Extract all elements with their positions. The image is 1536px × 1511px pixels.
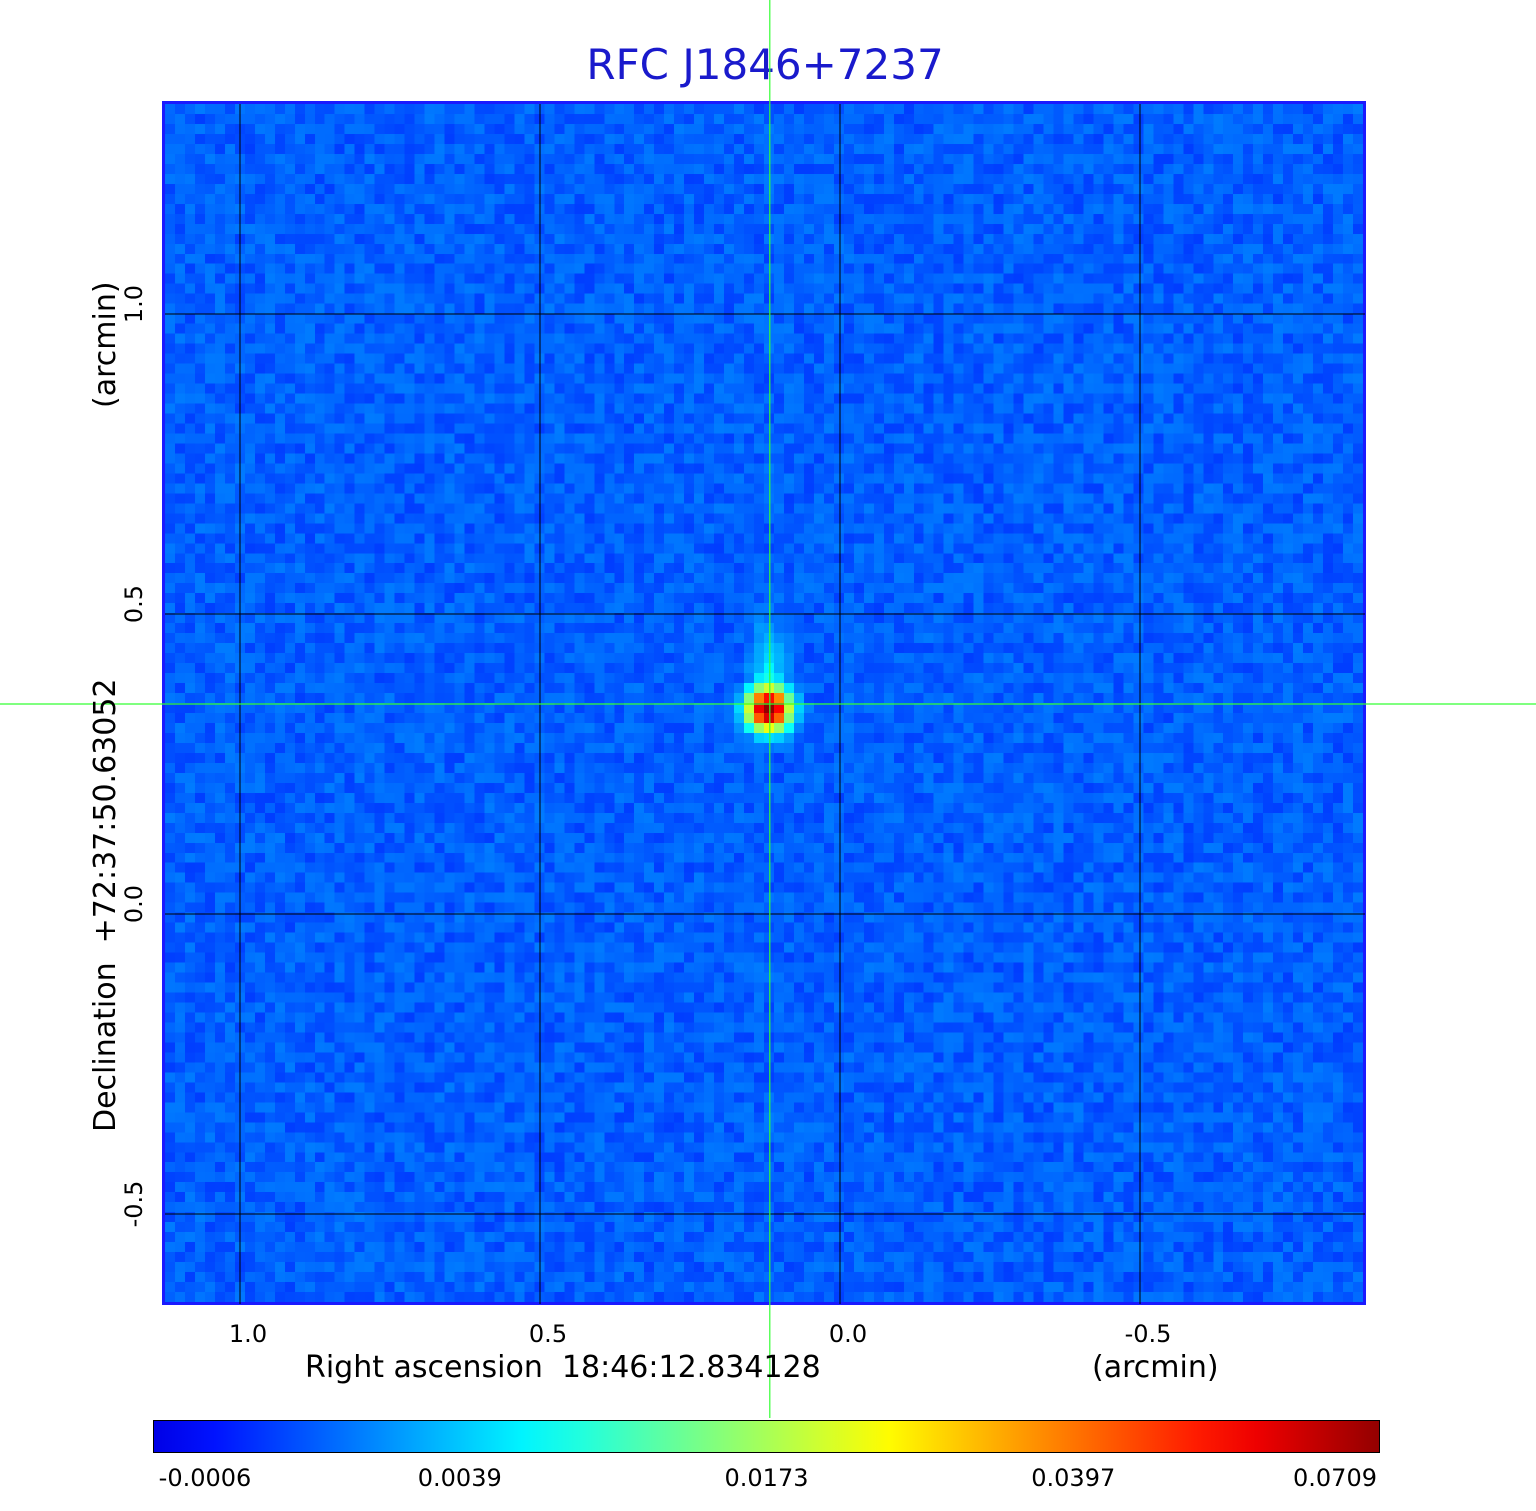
y-tick-label: 1.0 <box>120 284 148 324</box>
image-plot-area <box>162 101 1366 1305</box>
x-axis-label: Right ascension 18:46:12.834128 <box>305 1350 821 1385</box>
x-tick-label: 1.0 <box>228 1320 268 1348</box>
colorbar-tick-label: -0.0006 <box>158 1464 252 1492</box>
y-axis-unit: (arcmin) <box>88 281 123 408</box>
colorbar-tick-label: 0.0173 <box>724 1464 809 1492</box>
x-tick-label: 0.5 <box>528 1320 568 1348</box>
y-tick-label: 0.0 <box>120 884 148 924</box>
x-tick-label: 0.0 <box>828 1320 868 1348</box>
colorbar-tick-label: 0.0709 <box>1293 1464 1377 1492</box>
y-axis-label: Declination +72:37:50.63052 <box>88 678 123 1132</box>
x-axis-unit: (arcmin) <box>1092 1350 1219 1385</box>
x-tick-label: -0.5 <box>1124 1320 1172 1348</box>
colorbar-tick-label: 0.0397 <box>1031 1464 1116 1492</box>
chart-title: RFC J1846+7237 <box>586 40 944 89</box>
colorbar <box>153 1420 1380 1453</box>
y-tick-label: 0.5 <box>120 584 148 624</box>
colorbar-tick-label: 0.0039 <box>417 1464 502 1492</box>
intensity-map <box>165 104 1363 1302</box>
y-tick-label: -0.5 <box>120 1180 148 1228</box>
